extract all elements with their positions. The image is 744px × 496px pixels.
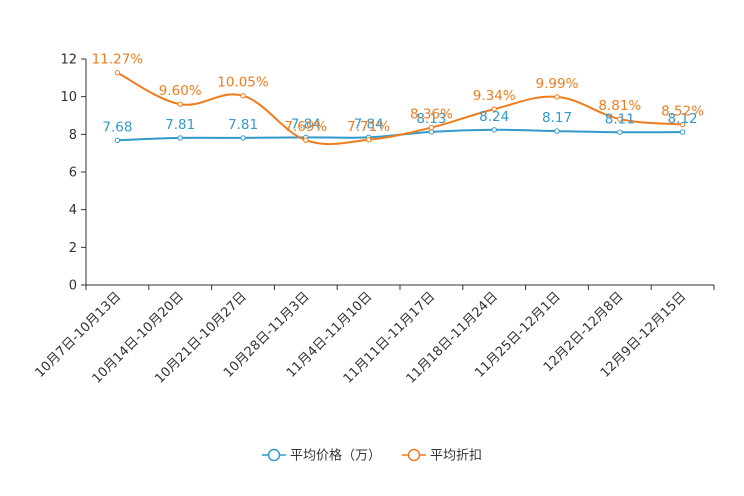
- y-tick-label: 2: [69, 241, 77, 256]
- data-label: 7.84: [354, 116, 384, 132]
- y-tick-label: 0: [69, 279, 77, 294]
- data-label: 9.34%: [473, 88, 516, 104]
- series-line-1: [116, 71, 683, 146]
- y-tick-label: 8: [69, 128, 77, 143]
- data-label: 7.69%: [284, 119, 327, 135]
- data-point[interactable]: [240, 93, 246, 99]
- y-tick-label: 10: [60, 90, 77, 105]
- data-point[interactable]: [365, 137, 372, 143]
- data-point[interactable]: [617, 116, 623, 122]
- data-point[interactable]: [114, 70, 121, 76]
- data-point[interactable]: [554, 94, 560, 100]
- data-point[interactable]: [303, 137, 309, 143]
- legend[interactable]: 平均价格（万） 平均折扣: [262, 448, 482, 464]
- data-label: 7.84: [291, 116, 321, 132]
- data-label: 7.71%: [347, 119, 390, 135]
- data-label: 7.68: [102, 119, 132, 135]
- data-label: 7.81: [165, 117, 195, 133]
- data-label: 8.24: [479, 109, 509, 125]
- data-label: 8.81%: [598, 98, 641, 114]
- data-labels: 7.68 7.81 7.81 7.84 7.84 8.13 8.24 8.17 8.11 8.12…: [92, 52, 705, 136]
- data-label: 9.99%: [536, 76, 579, 92]
- data-point[interactable]: [679, 129, 686, 135]
- legend-label: 平均价格（万）: [290, 448, 381, 464]
- data-point[interactable]: [240, 135, 246, 141]
- data-label: 7.81: [228, 117, 258, 133]
- data-point[interactable]: [491, 127, 497, 133]
- data-label: 8.11: [605, 111, 635, 127]
- data-label: 8.13: [416, 111, 446, 127]
- data-point[interactable]: [428, 124, 435, 131]
- data-point[interactable]: [679, 121, 686, 128]
- legend-label: 平均折扣: [430, 449, 482, 464]
- y-tick-label: 4: [69, 203, 77, 218]
- data-label: 8.17: [542, 110, 572, 126]
- data-point[interactable]: [114, 137, 121, 144]
- y-tick-label: 12: [60, 53, 77, 68]
- data-point[interactable]: [554, 128, 560, 134]
- data-point[interactable]: [617, 129, 623, 135]
- data-point[interactable]: [428, 129, 435, 135]
- data-label: 8.52%: [661, 104, 704, 120]
- series-lines: [114, 70, 686, 146]
- legend-marker: [267, 448, 281, 462]
- data-label: 11.27%: [92, 52, 144, 68]
- legend-item-0[interactable]: 平均价格（万）: [262, 448, 381, 464]
- legend-item-1[interactable]: 平均折扣: [402, 449, 482, 464]
- data-point[interactable]: [491, 106, 497, 112]
- data-label: 8.12: [668, 111, 698, 127]
- y-tick-label: 6: [69, 166, 77, 181]
- data-label: 10.05%: [217, 75, 269, 91]
- data-label: 8.36%: [410, 107, 453, 123]
- data-point[interactable]: [177, 101, 183, 107]
- data-point[interactable]: [177, 135, 183, 141]
- data-label: 9.60%: [159, 83, 202, 99]
- legend-marker: [407, 448, 421, 462]
